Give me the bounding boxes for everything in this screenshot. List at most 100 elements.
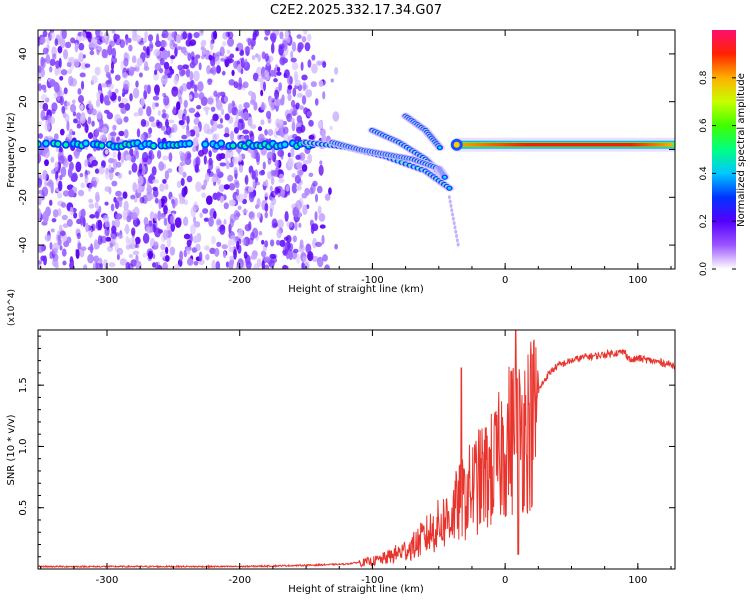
noise-speckle <box>311 223 319 232</box>
noise-speckle <box>286 87 292 95</box>
noise-speckle <box>302 263 306 269</box>
noise-speckle <box>169 215 175 225</box>
noise-speckle <box>292 235 298 243</box>
noise-speckle <box>223 55 228 60</box>
noise-speckle <box>67 69 72 75</box>
noise-speckle <box>60 91 65 97</box>
spectrogram-x-axis: -300 -200 -100 0 100 <box>40 30 672 286</box>
noise-speckle <box>267 157 272 165</box>
noise-speckle <box>109 242 114 248</box>
noise-speckle <box>155 91 160 96</box>
noise-speckle <box>87 132 94 139</box>
noise-speckle <box>160 125 166 131</box>
noise-speckle <box>297 169 304 176</box>
noise-speckle <box>184 150 192 160</box>
noise-speckle <box>87 253 94 264</box>
noise-speckle <box>254 177 259 183</box>
noise-speckle <box>302 204 308 216</box>
snr-ylabel: SNR (10 * v/v) <box>6 414 17 485</box>
noise-speckle <box>126 215 132 223</box>
noise-speckle <box>42 211 49 222</box>
noise-speckle <box>38 208 42 219</box>
noise-speckle <box>252 178 256 189</box>
noise-speckle <box>296 92 304 98</box>
noise-speckle <box>213 210 217 220</box>
noise-speckle <box>314 193 319 203</box>
noise-speckle <box>273 78 278 83</box>
noise-speckle <box>332 111 340 122</box>
noise-speckle <box>308 134 315 140</box>
noise-speckle <box>145 226 150 233</box>
noise-speckle <box>179 161 186 167</box>
noise-speckle <box>244 134 250 141</box>
noise-speckle <box>266 151 274 161</box>
noise-speckle <box>103 94 110 106</box>
noise-speckle <box>283 126 289 135</box>
noise-speckle <box>197 149 205 157</box>
carrier-tone-core <box>99 143 104 148</box>
noise-speckle <box>202 208 209 214</box>
noise-speckle <box>203 217 210 222</box>
noise-speckle <box>155 261 159 269</box>
noise-speckle <box>54 38 59 46</box>
noise-speckle <box>280 188 285 198</box>
noise-speckle <box>212 133 217 142</box>
noise-speckle <box>199 212 203 219</box>
noise-speckle <box>71 172 78 183</box>
noise-speckle <box>243 251 248 259</box>
noise-speckle <box>299 239 304 250</box>
noise-speckle <box>55 60 60 69</box>
noise-speckle <box>292 87 297 97</box>
noise-speckle <box>172 105 177 115</box>
noise-speckle <box>61 214 68 221</box>
colorbar-tick-label: 0.2 <box>699 214 709 228</box>
noise-speckle <box>167 72 172 79</box>
noise-speckle <box>192 146 197 153</box>
noise-speckle <box>112 124 117 131</box>
noise-speckle <box>183 99 188 109</box>
noise-speckle <box>322 91 326 100</box>
noise-speckle <box>244 58 248 68</box>
noise-speckle <box>107 90 113 97</box>
noise-speckle <box>293 70 299 82</box>
noise-speckle <box>190 224 196 235</box>
noise-speckle <box>186 239 192 248</box>
noise-speckle <box>278 177 285 183</box>
noise-speckle <box>167 209 172 214</box>
noise-speckle <box>310 81 317 88</box>
noise-speckle <box>153 241 159 250</box>
noise-speckle <box>50 228 55 233</box>
noise-speckle <box>143 66 150 71</box>
noise-speckle <box>152 95 160 101</box>
noise-speckle <box>302 160 310 165</box>
noise-speckle <box>68 128 74 135</box>
noise-speckle <box>38 177 42 188</box>
noise-speckle <box>80 104 84 111</box>
noise-speckle <box>142 233 150 244</box>
tail-speck <box>447 195 451 200</box>
noise-speckle <box>290 57 297 63</box>
noise-speckle <box>54 262 58 268</box>
noise-speckle <box>180 69 187 76</box>
noise-speckle <box>111 47 117 59</box>
noise-speckle <box>62 49 69 60</box>
noise-speckle <box>228 199 236 207</box>
noise-speckle <box>301 74 308 81</box>
noise-speckle <box>174 264 180 269</box>
noise-speckle <box>162 75 169 80</box>
noise-speckle <box>38 153 42 164</box>
noise-speckle <box>150 122 158 128</box>
noise-speckle <box>287 93 292 102</box>
carrier-tone-core <box>151 143 156 149</box>
noise-speckle <box>101 126 108 134</box>
noise-speckle <box>90 37 98 46</box>
carrier-tone-core <box>38 142 41 147</box>
noise-speckle <box>225 261 230 268</box>
noise-speckle <box>211 259 216 269</box>
noise-speckle <box>267 128 274 136</box>
noise-speckle <box>43 148 51 159</box>
noise-speckle <box>212 113 219 122</box>
noise-speckle <box>63 240 70 248</box>
noise-speckle <box>186 81 192 90</box>
noise-speckle <box>266 171 272 180</box>
